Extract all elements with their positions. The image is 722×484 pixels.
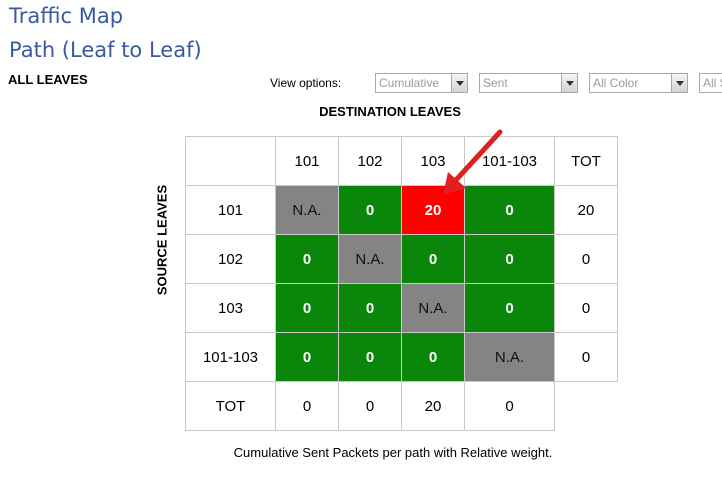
row-total: 20 <box>554 185 618 235</box>
aggregation-select-value: Cumulative <box>379 76 440 90</box>
column-header: TOT <box>554 136 618 186</box>
row-total: 0 <box>554 234 618 284</box>
color-select-value: All Color <box>593 76 639 90</box>
column-header: 102 <box>338 136 402 186</box>
column-total: 20 <box>401 381 465 431</box>
matrix-cell[interactable]: 0 <box>464 234 555 284</box>
column-header: 103 <box>401 136 465 186</box>
matrix-cell[interactable]: N.A. <box>275 185 339 235</box>
row-total: 0 <box>554 332 618 382</box>
matrix-caption: Cumulative Sent Packets per path with Re… <box>233 445 553 460</box>
matrix-cell[interactable]: 0 <box>275 283 339 333</box>
header-row: 101 102 103 101-103 TOT <box>185 136 618 186</box>
source-axis-label: SOURCE LEAVES <box>154 184 170 296</box>
row-header: 101-103 <box>185 332 276 382</box>
matrix-cell[interactable]: 0 <box>338 283 402 333</box>
scope-label: ALL LEAVES <box>8 72 88 87</box>
table-row: 101-103 0 0 0 N.A. 0 <box>185 332 618 382</box>
matrix-cell[interactable]: 0 <box>401 332 465 382</box>
matrix-cell[interactable]: 0 <box>401 234 465 284</box>
color-select[interactable]: All Color <box>589 73 688 93</box>
table-row: 101 N.A. 0 20 0 20 <box>185 185 618 235</box>
row-total: 0 <box>554 283 618 333</box>
chevron-down-icon <box>671 74 687 92</box>
column-total: 0 <box>464 381 555 431</box>
column-header: 101-103 <box>464 136 555 186</box>
empty-cell <box>554 381 618 431</box>
aggregation-select[interactable]: Cumulative <box>375 73 468 93</box>
column-header: 101 <box>275 136 339 186</box>
matrix-cell[interactable]: 0 <box>275 234 339 284</box>
view-options-label: View options: <box>270 76 342 90</box>
matrix-cell[interactable]: 0 <box>464 185 555 235</box>
row-header: 103 <box>185 283 276 333</box>
table-row: 103 0 0 N.A. 0 0 <box>185 283 618 333</box>
chevron-down-icon <box>561 74 577 92</box>
matrix-cell[interactable]: 0 <box>464 283 555 333</box>
traffic-matrix: 101 102 103 101-103 TOT 101 N.A. 0 20 0 … <box>185 136 618 431</box>
column-total: 0 <box>338 381 402 431</box>
column-total: 0 <box>275 381 339 431</box>
matrix-cell[interactable]: N.A. <box>401 283 465 333</box>
row-header: 102 <box>185 234 276 284</box>
direction-select-value: Sent <box>483 76 508 90</box>
matrix-cell[interactable]: 20 <box>401 185 465 235</box>
matrix-cell[interactable]: N.A. <box>464 332 555 382</box>
row-header: 101 <box>185 185 276 235</box>
matrix-cell[interactable]: 0 <box>275 332 339 382</box>
row-header: TOT <box>185 381 276 431</box>
direction-select[interactable]: Sent <box>479 73 578 93</box>
table-row: 102 0 N.A. 0 0 0 <box>185 234 618 284</box>
corner-cell <box>185 136 276 186</box>
matrix-cell[interactable]: 0 <box>338 332 402 382</box>
fourth-select-value: All S <box>703 76 722 90</box>
destination-axis-label: DESTINATION LEAVES <box>319 104 461 119</box>
page-subtitle: Path (Leaf to Leaf) <box>9 38 202 62</box>
chevron-down-icon <box>451 74 467 92</box>
total-row: TOT 0 0 20 0 <box>185 381 618 431</box>
matrix-cell[interactable]: 0 <box>338 185 402 235</box>
fourth-select[interactable]: All S <box>699 73 722 93</box>
page-title: Traffic Map <box>9 4 124 28</box>
matrix-cell[interactable]: N.A. <box>338 234 402 284</box>
